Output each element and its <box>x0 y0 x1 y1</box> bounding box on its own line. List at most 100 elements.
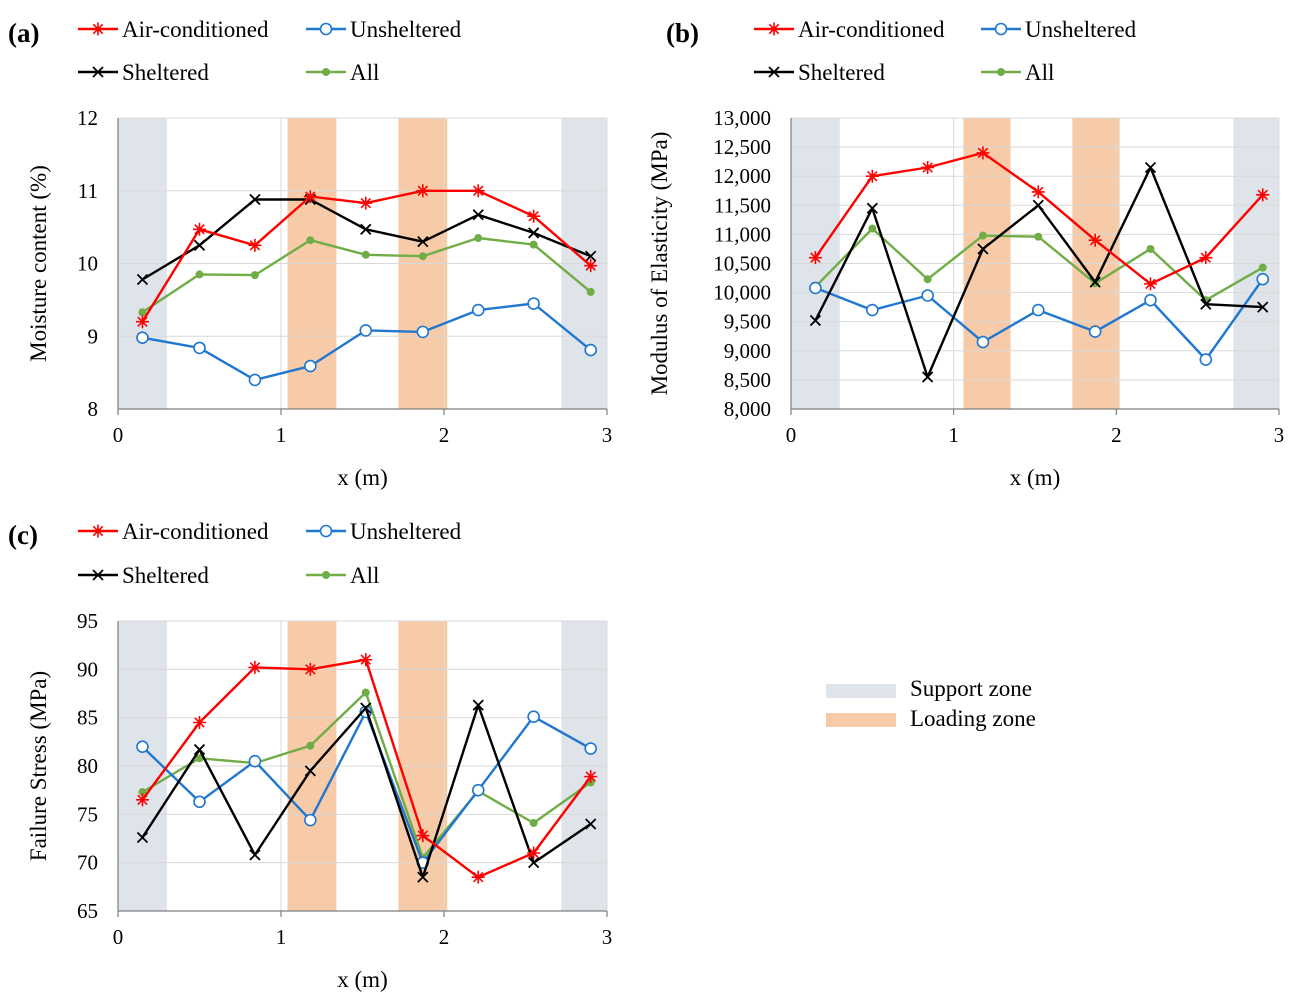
legend-label: Sheltered <box>122 563 209 588</box>
y-tick-label: 11,500 <box>714 193 771 217</box>
y-tick-label: 95 <box>77 609 98 633</box>
legend-item-unsheltered: Unsheltered <box>306 17 462 42</box>
panel-label: (a) <box>8 18 39 48</box>
data-point-sheltered <box>1144 161 1157 174</box>
data-point-sheltered <box>922 371 934 383</box>
data-point-air-conditioned <box>921 160 935 174</box>
legend-marker <box>322 571 330 579</box>
y-tick-label: 10,000 <box>713 281 771 305</box>
series-line-unsheltered <box>141 710 592 864</box>
y-tick-label: 9 <box>88 324 99 348</box>
y-tick-label: 11,000 <box>714 222 771 246</box>
data-point-sheltered <box>472 699 484 711</box>
x-axis-title: x (m) <box>337 465 387 490</box>
series-line-air-conditioned <box>814 151 1264 286</box>
panel-c: 0 1 2 3 65 70 75 80 85 90 95 x (m) Failure Stress (M… <box>8 519 612 992</box>
x-tick-label: 3 <box>602 423 613 447</box>
data-point-air-conditioned <box>976 146 990 160</box>
y-tick-label: 10 <box>77 252 98 276</box>
legend-item-unsheltered: Unsheltered <box>981 17 1137 42</box>
legend-item-sheltered: Sheltered <box>78 60 209 85</box>
data-point-air-conditioned <box>193 716 206 729</box>
legend-marker <box>91 524 105 538</box>
legend-marker <box>319 22 333 36</box>
data-point-sheltered <box>585 250 597 262</box>
data-point-all <box>138 308 147 317</box>
data-point-air-conditioned <box>193 222 206 236</box>
legend-marker <box>997 68 1005 76</box>
data-point-air-conditioned <box>359 653 373 667</box>
data-point-all <box>474 234 483 243</box>
data-point-air-conditioned <box>416 184 430 198</box>
data-point-all <box>250 271 259 280</box>
data-point-sheltered <box>866 202 878 214</box>
data-point-sheltered <box>809 314 822 327</box>
data-point-all <box>195 270 204 279</box>
y-tick-label: 9,500 <box>724 310 771 334</box>
y-tick-label: 12,500 <box>713 135 771 159</box>
data-point-air-conditioned <box>416 829 430 843</box>
data-point-air-conditioned <box>359 196 373 210</box>
legend-label: All <box>350 60 379 85</box>
data-point-sheltered <box>249 849 261 861</box>
data-point-unsheltered <box>921 289 934 302</box>
data-point-unsheltered <box>471 303 485 317</box>
legend-label: All <box>350 563 379 588</box>
data-point-air-conditioned <box>527 846 541 860</box>
data-point-unsheltered <box>193 341 206 355</box>
legend-label: Sheltered <box>122 60 209 85</box>
data-point-sheltered <box>360 702 372 714</box>
data-point-sheltered <box>193 239 206 251</box>
data-point-sheltered <box>1089 276 1101 288</box>
data-point-sheltered <box>417 236 429 248</box>
data-point-unsheltered <box>193 795 206 809</box>
support-zone-label: Support zone <box>910 676 1032 701</box>
y-tick-label: 13,000 <box>713 106 771 130</box>
data-point-air-conditioned <box>471 870 485 884</box>
data-point-unsheltered <box>416 325 430 339</box>
legend-marker <box>994 22 1008 36</box>
legend-label: All <box>1025 60 1054 85</box>
x-tick-label: 1 <box>276 925 287 949</box>
data-point-all <box>529 819 538 828</box>
y-tick-label: 12 <box>77 106 98 130</box>
legend-marker <box>92 569 104 581</box>
legend-marker <box>91 22 105 36</box>
data-point-air-conditioned <box>808 251 822 265</box>
data-point-sheltered <box>136 831 149 844</box>
panel-b: 0 1 2 3 8,000 8,500 9,000 9,500 10,000 10,500 11,0… <box>647 17 1284 490</box>
legend-label: Sheltered <box>798 60 885 85</box>
data-point-sheltered <box>977 243 989 255</box>
series-line-all <box>141 236 592 314</box>
x-axis-title: x (m) <box>337 967 387 992</box>
data-point-air-conditioned <box>865 169 879 183</box>
data-point-air-conditioned <box>1143 277 1157 291</box>
data-point-air-conditioned <box>1031 185 1045 199</box>
data-point-sheltered <box>1200 298 1212 310</box>
x-tick-label: 0 <box>113 423 124 447</box>
data-point-all <box>361 688 370 697</box>
data-point-air-conditioned <box>248 238 262 252</box>
data-point-unsheltered <box>248 754 262 768</box>
data-point-sheltered <box>1257 301 1269 313</box>
data-point-unsheltered <box>1088 325 1102 338</box>
legend-marker <box>768 66 780 78</box>
y-tick-label: 11 <box>78 179 98 203</box>
loading-zone-swatch <box>826 713 896 727</box>
data-point-sheltered <box>528 857 540 869</box>
y-tick-label: 90 <box>77 657 98 681</box>
data-point-sheltered <box>1032 199 1044 211</box>
data-point-all <box>306 741 315 750</box>
x-tick-label: 0 <box>786 423 797 447</box>
x-tick-label: 2 <box>439 925 450 949</box>
data-point-unsheltered <box>1199 353 1213 366</box>
data-point-all <box>195 754 204 763</box>
data-point-air-conditioned <box>1088 233 1102 247</box>
data-point-air-conditioned <box>1256 188 1270 202</box>
data-point-unsheltered <box>136 331 149 345</box>
data-point-unsheltered <box>359 324 373 337</box>
y-tick-label: 12,000 <box>713 164 771 188</box>
data-point-air-conditioned <box>584 770 598 784</box>
